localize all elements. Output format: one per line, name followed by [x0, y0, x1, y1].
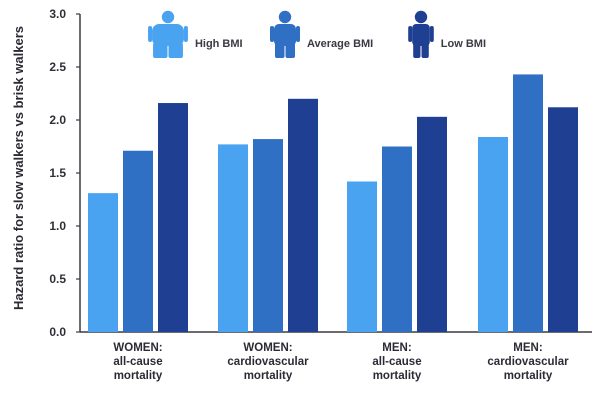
y-tick-label: 0.0: [49, 325, 66, 339]
bar-average-bmi: [513, 74, 543, 333]
bar-average-bmi: [123, 150, 153, 332]
average-bmi-person-icon: [270, 10, 300, 58]
category-label: WOMEN: all-cause mortality: [113, 342, 162, 382]
bar-average-bmi: [253, 139, 283, 332]
y-tick-label: 1.0: [49, 219, 66, 233]
y-tick-label: 0.5: [49, 272, 66, 286]
bar-low-bmi: [158, 103, 188, 332]
category-label: MEN: cardiovascular mortality: [487, 342, 569, 382]
legend-item-high-bmi: High BMI: [148, 10, 243, 58]
bar-low-bmi: [288, 98, 318, 332]
y-axis: 0.0 0.5 1.0 1.5 2.0 2.5 3.0: [49, 7, 81, 339]
category-label: WOMEN: cardiovascular mortality: [227, 342, 309, 382]
legend-label: High BMI: [195, 38, 243, 50]
y-tick-label: 1.5: [49, 166, 66, 180]
legend: High BMI Average BMI Low BMI: [148, 10, 486, 58]
legend-item-low-bmi: Low BMI: [408, 10, 486, 58]
bar-high-bmi: [478, 136, 508, 332]
bars-group: [88, 74, 578, 333]
y-axis-label: Hazard ratio for slow walkers vs brisk w…: [11, 26, 26, 310]
legend-item-average-bmi: Average BMI: [270, 10, 373, 58]
bar-high-bmi: [88, 193, 118, 332]
x-axis: WOMEN: all-cause mortality WOMEN: cardiovasc…: [80, 331, 592, 382]
high-bmi-person-icon: [148, 10, 188, 58]
bar-high-bmi: [347, 181, 377, 332]
low-bmi-person-icon: [408, 10, 434, 58]
bar-low-bmi: [417, 116, 447, 332]
legend-label: Low BMI: [441, 38, 486, 50]
bar-average-bmi: [382, 146, 412, 332]
bar-high-bmi: [218, 144, 248, 332]
bar-low-bmi: [548, 107, 578, 332]
y-tick-label: 2.0: [49, 113, 66, 127]
y-tick-label: 2.5: [49, 60, 66, 74]
y-tick-label: 3.0: [49, 7, 66, 21]
legend-label: Average BMI: [307, 38, 373, 50]
category-label: MEN: all-cause mortality: [372, 342, 421, 382]
